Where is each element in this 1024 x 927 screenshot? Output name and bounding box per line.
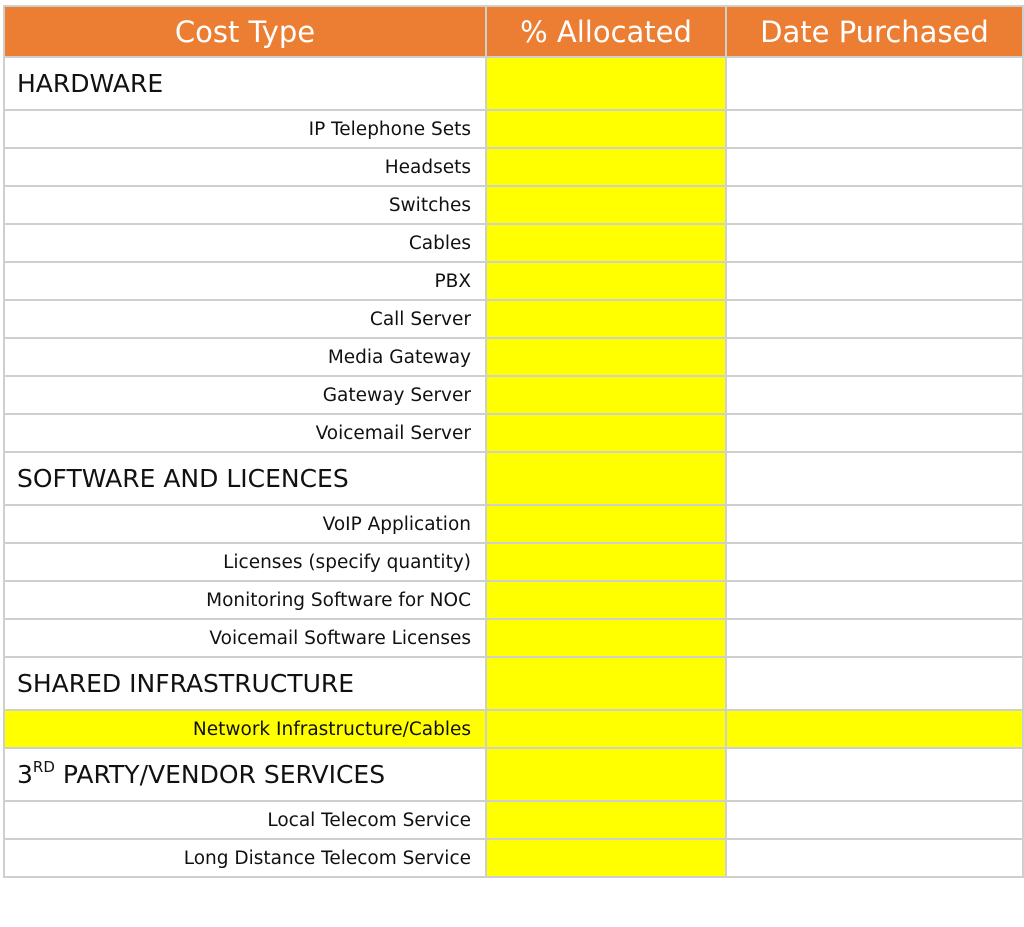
section-row: 3RD PARTY/VENDOR SERVICES <box>3 747 1024 802</box>
table-row: Gateway Server <box>3 375 1024 415</box>
allocated-cell[interactable] <box>485 337 727 377</box>
section-title: SOFTWARE AND LICENCES <box>3 451 487 506</box>
cost-type-label: Cables <box>3 223 487 263</box>
table-row: Headsets <box>3 147 1024 187</box>
allocated-cell[interactable] <box>485 504 727 544</box>
table-row: Cables <box>3 223 1024 263</box>
table-row: IP Telephone Sets <box>3 109 1024 149</box>
allocated-cell[interactable] <box>485 185 727 225</box>
date-cell[interactable] <box>725 375 1024 415</box>
table-row: Voicemail Software Licenses <box>3 618 1024 658</box>
allocated-cell[interactable] <box>485 261 727 301</box>
cost-type-label: Local Telecom Service <box>3 800 487 840</box>
section-row: SOFTWARE AND LICENCES <box>3 451 1024 506</box>
date-cell[interactable] <box>725 261 1024 301</box>
cost-allocation-table: Cost Type % Allocated Date Purchased HAR… <box>3 5 1024 878</box>
cost-type-label: IP Telephone Sets <box>3 109 487 149</box>
section-row: SHARED INFRASTRUCTURE <box>3 656 1024 711</box>
cost-type-label: Long Distance Telecom Service <box>3 838 487 878</box>
cost-type-label: Switches <box>3 185 487 225</box>
date-cell[interactable] <box>725 656 1024 711</box>
table-row: Media Gateway <box>3 337 1024 377</box>
date-cell[interactable] <box>725 413 1024 453</box>
allocated-cell[interactable] <box>485 223 727 263</box>
cost-type-label: VoIP Application <box>3 504 487 544</box>
date-cell[interactable] <box>725 337 1024 377</box>
date-cell[interactable] <box>725 299 1024 339</box>
allocated-cell[interactable] <box>485 299 727 339</box>
table-row: Monitoring Software for NOC <box>3 580 1024 620</box>
allocated-cell[interactable] <box>485 747 727 802</box>
cost-type-label: Gateway Server <box>3 375 487 415</box>
section-title-prefix: 3 <box>17 760 33 789</box>
table-row: VoIP Application <box>3 504 1024 544</box>
section-title: SHARED INFRASTRUCTURE <box>3 656 487 711</box>
date-cell[interactable] <box>725 56 1024 111</box>
section-title-superscript: RD <box>32 758 55 776</box>
date-cell[interactable] <box>725 618 1024 658</box>
table-row: PBX <box>3 261 1024 301</box>
allocated-cell[interactable] <box>485 800 727 840</box>
date-cell[interactable] <box>725 800 1024 840</box>
date-cell[interactable] <box>725 709 1024 749</box>
allocated-cell[interactable] <box>485 147 727 187</box>
header-date-purchased: Date Purchased <box>725 5 1024 58</box>
date-cell[interactable] <box>725 451 1024 506</box>
allocated-cell[interactable] <box>485 451 727 506</box>
date-cell[interactable] <box>725 223 1024 263</box>
date-cell[interactable] <box>725 838 1024 878</box>
table-row: Voicemail Server <box>3 413 1024 453</box>
cost-type-label: Media Gateway <box>3 337 487 377</box>
section-title: 3RD PARTY/VENDOR SERVICES <box>3 747 487 802</box>
table-row: Switches <box>3 185 1024 225</box>
allocated-cell[interactable] <box>485 618 727 658</box>
table-row: Long Distance Telecom Service <box>3 838 1024 878</box>
allocated-cell[interactable] <box>485 838 727 878</box>
allocated-cell[interactable] <box>485 709 727 749</box>
date-cell[interactable] <box>725 109 1024 149</box>
cost-type-label: PBX <box>3 261 487 301</box>
cost-type-label: Voicemail Software Licenses <box>3 618 487 658</box>
cost-type-label: Headsets <box>3 147 487 187</box>
table-row: Licenses (specify quantity) <box>3 542 1024 582</box>
allocated-cell[interactable] <box>485 580 727 620</box>
date-cell[interactable] <box>725 185 1024 225</box>
allocated-cell[interactable] <box>485 109 727 149</box>
cost-type-label: Licenses (specify quantity) <box>3 542 487 582</box>
header-allocated: % Allocated <box>485 5 727 58</box>
cost-type-label: Voicemail Server <box>3 413 487 453</box>
date-cell[interactable] <box>725 147 1024 187</box>
table-row: Call Server <box>3 299 1024 339</box>
header-row: Cost Type % Allocated Date Purchased <box>3 5 1024 58</box>
cost-type-label: Monitoring Software for NOC <box>3 580 487 620</box>
cost-type-label: Network Infrastructure/Cables <box>3 709 487 749</box>
section-title: HARDWARE <box>3 56 487 111</box>
allocated-cell[interactable] <box>485 656 727 711</box>
allocated-cell[interactable] <box>485 542 727 582</box>
date-cell[interactable] <box>725 542 1024 582</box>
header-cost-type: Cost Type <box>3 5 487 58</box>
table-row: Local Telecom Service <box>3 800 1024 840</box>
table-row: Network Infrastructure/Cables <box>3 709 1024 749</box>
allocated-cell[interactable] <box>485 413 727 453</box>
cost-type-label: Call Server <box>3 299 487 339</box>
date-cell[interactable] <box>725 580 1024 620</box>
date-cell[interactable] <box>725 747 1024 802</box>
date-cell[interactable] <box>725 504 1024 544</box>
section-title-text: PARTY/VENDOR SERVICES <box>62 760 386 789</box>
allocated-cell[interactable] <box>485 375 727 415</box>
allocated-cell[interactable] <box>485 56 727 111</box>
section-row: HARDWARE <box>3 56 1024 111</box>
